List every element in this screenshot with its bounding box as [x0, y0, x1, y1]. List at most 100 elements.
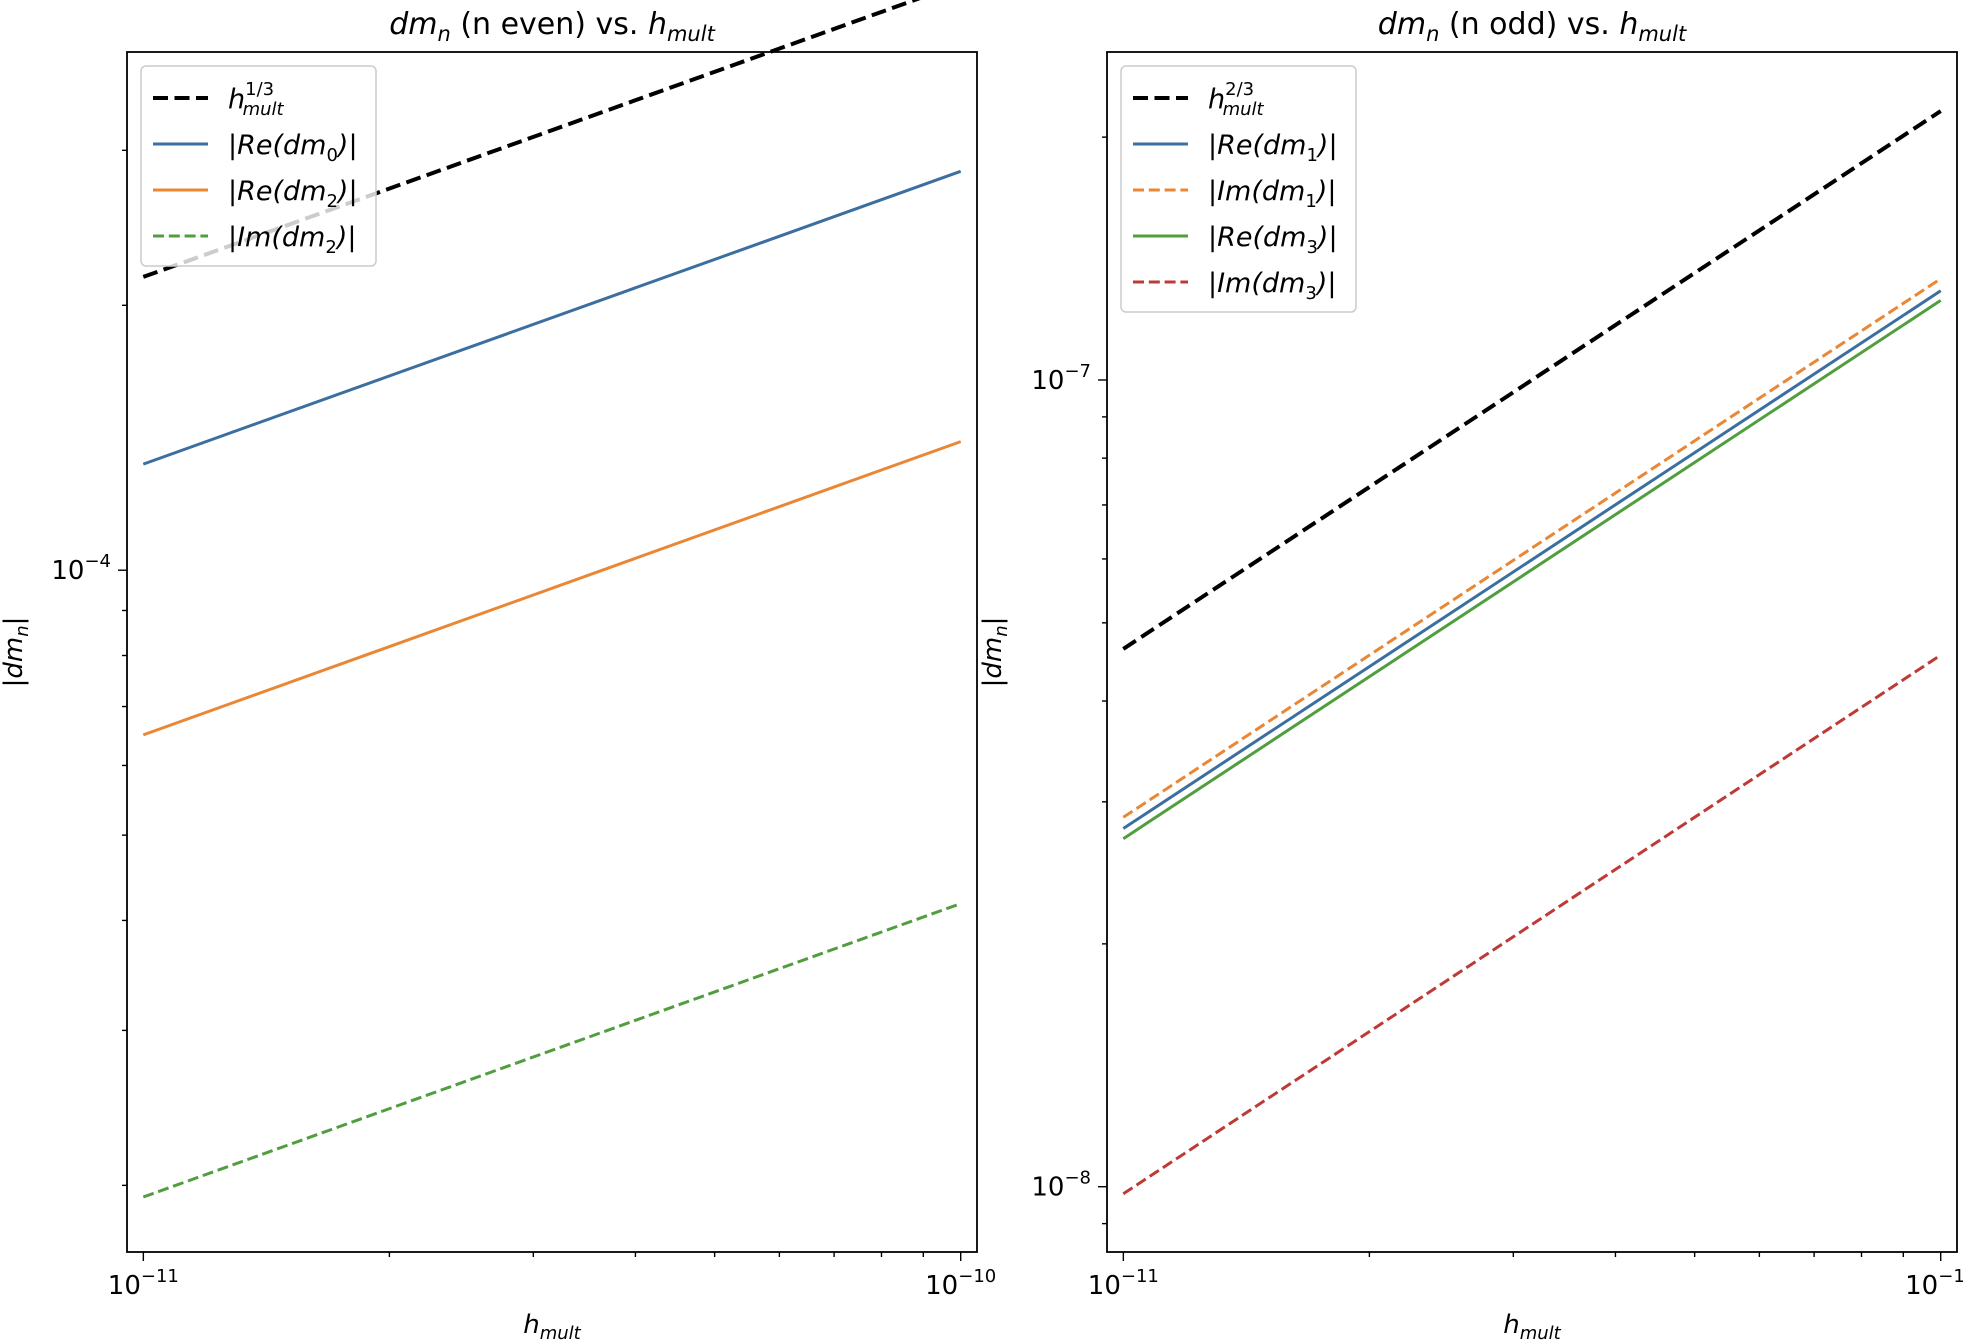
series-line-5 [1122, 653, 1942, 1196]
legend-var: dm [283, 130, 326, 161]
legend-sub: 3 [1305, 283, 1316, 304]
y-tick-label: 10−7 [1031, 361, 1091, 396]
x-tick-base: 10 [1905, 1271, 1938, 1301]
series-line-2 [142, 169, 962, 466]
y-tick-base: 10 [1031, 366, 1064, 396]
series-line-2 [1122, 289, 1942, 830]
legend-sub: mult [1223, 99, 1265, 120]
title-sub: n [1426, 22, 1439, 46]
y-tick-base: 10 [51, 556, 84, 586]
legend-suffix: )| [1316, 222, 1338, 253]
series-line-1 [1122, 109, 1942, 651]
x-tick-base: 10 [1088, 1271, 1121, 1301]
y-tick-label: 10−4 [51, 551, 111, 586]
xlabel-sub: mult [1520, 1323, 1562, 1342]
x-tick-label: 10−10 [925, 1266, 996, 1301]
title-var: dm [1378, 7, 1426, 42]
y-tick-exponent: −7 [1064, 361, 1091, 382]
x-axis-label: hmult [1503, 1310, 1561, 1342]
title-var: dm [389, 7, 437, 42]
legend: h1/3 mult|Re(dm0)||Re(dm2)||Im(dm2)| [140, 65, 377, 267]
legend-label: |Re(dm1)| [1208, 130, 1338, 166]
legend-suffix: )| [336, 130, 358, 161]
ylabel-sub: n [12, 625, 33, 636]
ylabel-right: | [978, 617, 1008, 626]
y-tick-exponent: −8 [1064, 1168, 1091, 1189]
title-middle: (n even) vs. [451, 7, 648, 42]
legend-var: dm [282, 222, 325, 253]
ylabel-var: dm [0, 637, 29, 679]
legend-prefix: |Im( [1208, 176, 1263, 207]
chart-title: dmn (n even) vs. hmult [389, 7, 715, 46]
series-line-1 [142, 0, 921, 279]
series-line-3 [142, 440, 962, 737]
x-tick-base: 10 [925, 1271, 958, 1301]
legend-prefix: |Im( [1208, 268, 1263, 299]
ylabel-var: dm [978, 637, 1008, 679]
legend-sub: 3 [1306, 237, 1317, 258]
legend-label: h1/3 mult [228, 79, 285, 120]
legend-prefix: |Re( [228, 176, 284, 207]
legend-label: |Im(dm1)| [1208, 176, 1336, 212]
legend-suffix: )| [335, 222, 357, 253]
legend-var: dm [1263, 130, 1306, 161]
legend-sub: 2 [326, 191, 337, 212]
legend-sub: mult [243, 99, 285, 120]
x-axis-label: hmult [523, 1310, 581, 1342]
legend-prefix: |Re( [228, 130, 284, 161]
legend-var: h [228, 84, 245, 115]
xlabel-var: h [523, 1310, 539, 1340]
y-tick-base: 10 [1031, 1173, 1064, 1203]
legend-sup: 2/3 [1225, 79, 1254, 100]
title-middle: (n odd) vs. [1439, 7, 1619, 42]
legend-label: |Re(dm3)| [1208, 222, 1338, 258]
legend-suffix: )| [336, 176, 358, 207]
legend-suffix: )| [1315, 268, 1337, 299]
title-sub: n [437, 22, 450, 46]
ylabel-right: | [0, 617, 29, 626]
legend-label: h2/3 mult [1208, 79, 1265, 120]
legend-sub: 0 [326, 145, 337, 166]
legend-box [1120, 65, 1357, 313]
title-sub2: mult [667, 22, 716, 46]
legend-sub: 1 [1305, 191, 1316, 212]
chart-title: dmn (n odd) vs. hmult [1378, 7, 1687, 46]
legend-label: |Re(dm2)| [228, 176, 358, 212]
axes-frame [1106, 51, 1958, 1253]
legend-prefix: |Re( [1208, 222, 1264, 253]
ylabel-left: | [0, 679, 29, 688]
x-tick-exponent: −11 [1121, 1266, 1159, 1287]
legend-prefix: |Re( [1208, 130, 1264, 161]
legend-var: h [1208, 84, 1225, 115]
legend-sub: 2 [325, 237, 336, 258]
series-line-3 [1122, 277, 1942, 819]
x-tick-exponent: −11 [141, 1266, 179, 1287]
x-tick-base: 10 [108, 1271, 141, 1301]
ylabel-sub: n [991, 625, 1012, 636]
legend-var: dm [1262, 176, 1305, 207]
legend-var: dm [283, 176, 326, 207]
ylabel-left: | [978, 679, 1008, 688]
x-tick-exponent: −10 [1938, 1266, 1963, 1287]
x-tick-label: 10−11 [1088, 1266, 1159, 1301]
y-axis-label: |dmn| [978, 617, 1012, 688]
legend-var: dm [1262, 268, 1305, 299]
x-tick-exponent: −10 [958, 1266, 996, 1287]
legend-suffix: )| [1315, 176, 1337, 207]
x-tick-label: 10−10 [1905, 1266, 1963, 1301]
y-tick-label: 10−8 [1031, 1168, 1091, 1203]
legend-label: |Im(dm2)| [228, 222, 356, 258]
legend-sup: 1/3 [245, 79, 274, 100]
axes-frame [126, 51, 978, 1253]
title-var2: h [648, 7, 667, 42]
xlabel-var: h [1503, 1310, 1519, 1340]
xlabel-sub: mult [540, 1323, 582, 1342]
series-line-4 [142, 902, 962, 1199]
legend-sub: 1 [1306, 145, 1317, 166]
legend-suffix: )| [1316, 130, 1338, 161]
title-var2: h [1619, 7, 1638, 42]
legend-prefix: |Im( [228, 222, 283, 253]
y-tick-exponent: −4 [84, 551, 111, 572]
